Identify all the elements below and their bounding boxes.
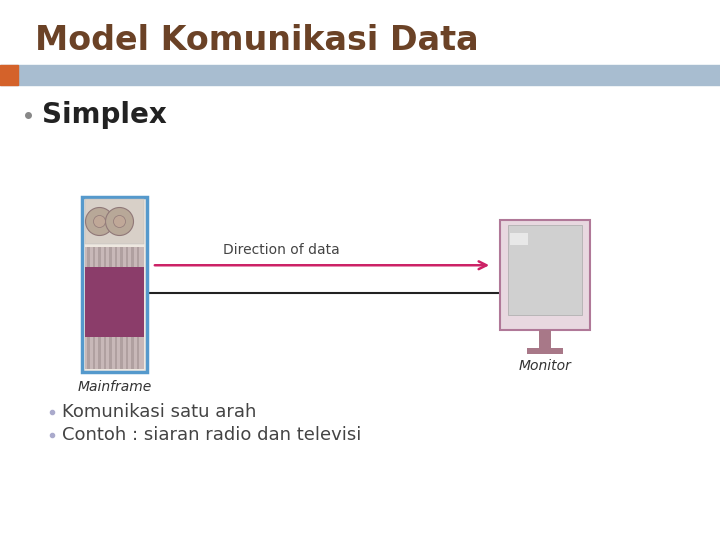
Text: Contoh : siaran radio dan televisi: Contoh : siaran radio dan televisi	[62, 426, 361, 444]
Bar	[0, 65, 18, 85]
Bar	[87, 337, 89, 369]
Bar	[104, 247, 106, 267]
Bar	[92, 247, 95, 267]
Bar	[82, 197, 147, 372]
Bar	[85, 337, 144, 369]
Circle shape	[86, 207, 114, 235]
Bar	[120, 337, 122, 369]
Bar	[125, 247, 128, 267]
Bar	[109, 337, 112, 369]
Bar	[137, 247, 139, 267]
Text: Model Komunikasi Data: Model Komunikasi Data	[35, 24, 479, 57]
Bar	[114, 247, 117, 267]
Bar	[98, 337, 101, 369]
Bar	[87, 247, 89, 267]
Bar	[85, 267, 144, 337]
Bar	[508, 225, 582, 315]
Circle shape	[106, 207, 133, 235]
Bar	[131, 337, 133, 369]
Bar	[125, 337, 128, 369]
Bar	[114, 337, 117, 369]
Bar	[85, 199, 144, 244]
Bar	[131, 247, 133, 267]
FancyArrowPatch shape	[155, 261, 487, 269]
Bar	[137, 337, 139, 369]
Bar	[104, 337, 106, 369]
Bar	[510, 233, 528, 245]
Circle shape	[94, 215, 106, 227]
Bar	[85, 247, 144, 267]
Bar	[500, 220, 590, 330]
Text: Simplex: Simplex	[42, 101, 167, 129]
Text: Komunikasi satu arah: Komunikasi satu arah	[62, 403, 256, 421]
Text: Mainframe: Mainframe	[77, 380, 152, 394]
Text: Direction of data: Direction of data	[222, 243, 340, 257]
Bar	[92, 337, 95, 369]
Bar	[120, 247, 122, 267]
Bar	[539, 330, 551, 348]
Bar	[0, 65, 720, 85]
Bar	[527, 348, 563, 354]
Bar	[109, 247, 112, 267]
Bar	[98, 247, 101, 267]
Text: Monitor: Monitor	[518, 359, 572, 373]
Circle shape	[114, 215, 125, 227]
